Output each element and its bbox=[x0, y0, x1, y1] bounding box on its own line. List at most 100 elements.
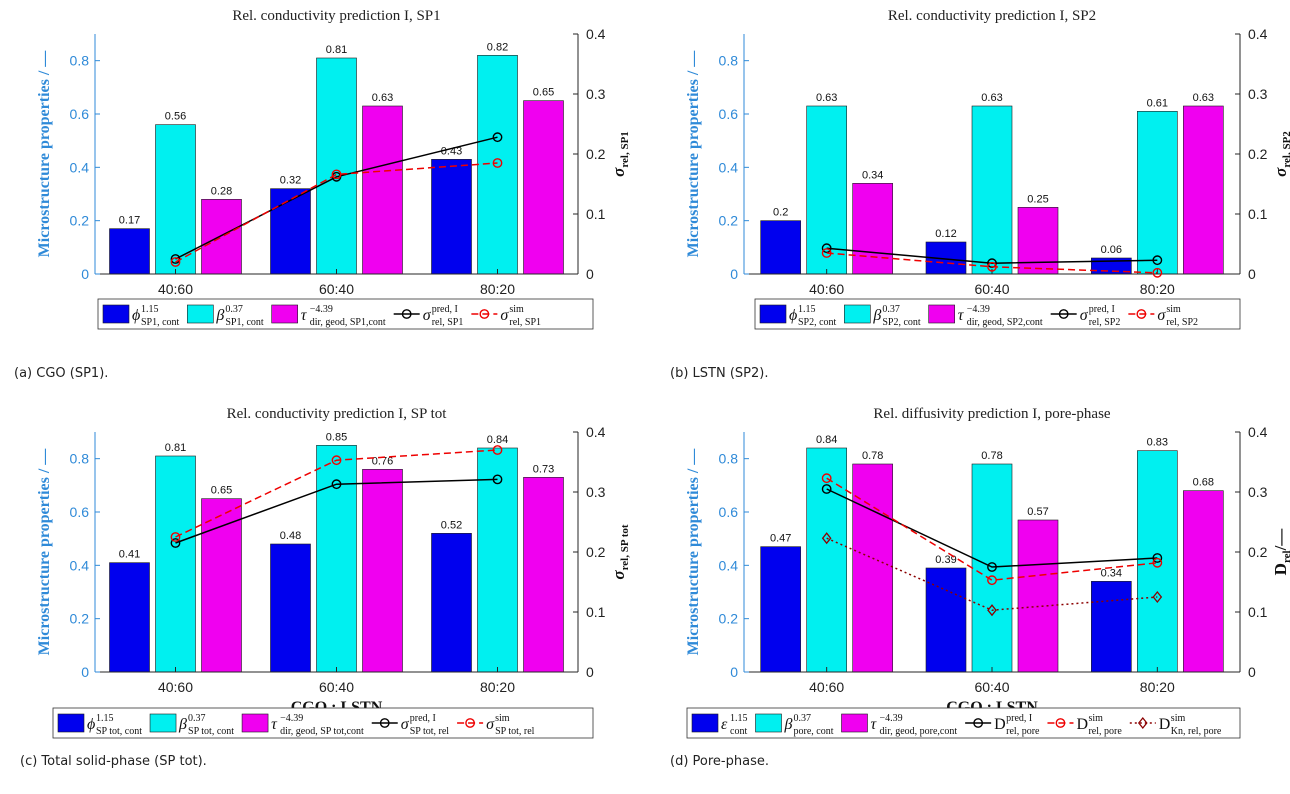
legend-symbol: τ bbox=[871, 716, 878, 733]
bar-data-label: 0.63 bbox=[1193, 92, 1214, 104]
bar-beta-40:60 bbox=[806, 105, 847, 275]
legend-marker-pred bbox=[401, 309, 412, 319]
series-line-sim bbox=[826, 252, 1158, 274]
right-tick-label: 0.4 bbox=[1248, 26, 1268, 42]
legend-superscript: sim bbox=[1171, 713, 1186, 724]
legend-symbol: σ bbox=[423, 307, 432, 324]
legend-symbol: σ bbox=[1157, 307, 1166, 324]
legend-superscript: −4.39 bbox=[280, 713, 303, 724]
legend-swatch-tau bbox=[928, 304, 955, 324]
bar-tau-80:20 bbox=[523, 100, 564, 275]
right-y-label-subscript: rel bbox=[1281, 550, 1290, 563]
bar-tau-60:40 bbox=[362, 105, 403, 275]
chart-title: Rel. conductivity prediction I, SP tot bbox=[227, 406, 448, 422]
bar-phi-40:60 bbox=[760, 546, 801, 673]
legend-subscript: dir, geod, SP1,cont bbox=[310, 317, 386, 328]
right-y-label-main: σ bbox=[609, 570, 628, 580]
legend-symbol: σ bbox=[401, 716, 410, 733]
bar-tau-60:40 bbox=[1017, 519, 1059, 673]
legend-entry-phi: ϕ1.15 SP1, cont bbox=[132, 304, 180, 328]
series-point-pred bbox=[492, 474, 503, 485]
legend-entry-pred: σpred, I rel, SP2 bbox=[1080, 304, 1121, 328]
series-point-sim bbox=[170, 257, 181, 267]
series-point-pred bbox=[492, 132, 503, 143]
chart-title: Rel. conductivity prediction I, SP1 bbox=[232, 8, 440, 24]
bar-data-label: 0.84 bbox=[816, 434, 837, 446]
chart-title: Rel. conductivity prediction I, SP2 bbox=[888, 8, 1096, 24]
legend-superscript: 0.37 bbox=[225, 304, 243, 315]
x-tick-label: 80:20 bbox=[1140, 679, 1175, 695]
x-tick-label: 60:40 bbox=[319, 679, 354, 695]
legend-superscript: sim bbox=[1088, 713, 1103, 724]
legend-entry-phi: ε 1.15 cont bbox=[721, 713, 748, 737]
legend-swatch-beta bbox=[149, 713, 177, 733]
series-point-pred bbox=[821, 243, 832, 254]
left-tick-label: 0.2 bbox=[70, 611, 90, 627]
legend-superscript: 0.37 bbox=[882, 304, 900, 315]
right-tick-label: 0 bbox=[586, 266, 594, 282]
bar-data-label: 0.63 bbox=[816, 92, 837, 104]
legend-symbol: ϕ bbox=[789, 307, 797, 324]
right-y-axis-label: Drel/— bbox=[1271, 528, 1290, 576]
bar-phi-40:60 bbox=[109, 228, 150, 275]
series-point-pred bbox=[1152, 553, 1163, 563]
legend-subscript: SP tot, cont bbox=[96, 726, 142, 737]
legend-superscript: pred, I bbox=[1089, 304, 1115, 315]
legend-subscript: dir, geod, pore,cont bbox=[880, 726, 958, 737]
right-y-label-subscript: rel, SP2 bbox=[1281, 131, 1290, 168]
legend-entry-beta: β0.37 SP1, cont bbox=[215, 304, 264, 328]
series-line-sim bbox=[175, 449, 498, 538]
bar-phi-40:60 bbox=[760, 220, 801, 275]
bar-phi-80:20 bbox=[431, 159, 472, 275]
legend-entry-kn: Dsim Kn, rel, pore bbox=[1159, 713, 1222, 737]
right-y-axis-label: σrel, SP2 bbox=[1271, 131, 1290, 177]
legend-subscript: pore, cont bbox=[794, 726, 834, 737]
left-tick-label: 0 bbox=[730, 266, 738, 282]
legend-swatch-phi bbox=[759, 304, 787, 324]
legend-superscript: sim bbox=[509, 304, 524, 315]
legend-superscript: pred, I bbox=[410, 713, 436, 724]
series-point-kn bbox=[821, 532, 832, 545]
right-tick-label: 0.4 bbox=[1248, 424, 1268, 440]
bar-tau-40:60 bbox=[852, 183, 893, 275]
chart-panel-1: Rel. conductivity prediction I, SP1 0.17 0… bbox=[36, 8, 631, 330]
legend-superscript: 0.37 bbox=[794, 713, 812, 724]
legend-entry-phi: ϕ1.15 SP tot, cont bbox=[87, 713, 142, 737]
series-point-sim bbox=[821, 473, 832, 484]
x-tick-label: 60:40 bbox=[974, 281, 1009, 297]
legend: ϕ1.15 SP tot, cont β0.37 SP tot, cont τ −4.39… bbox=[52, 707, 594, 739]
series-line-pred bbox=[826, 488, 1158, 568]
bar-data-label: 0.76 bbox=[372, 455, 393, 467]
legend-subscript: SP2, cont bbox=[882, 317, 921, 328]
legend-box bbox=[97, 298, 594, 330]
bar-data-label: 0.39 bbox=[935, 554, 956, 566]
legend-superscript: 1.15 bbox=[96, 713, 114, 724]
series-point-sim bbox=[170, 532, 181, 542]
bar-data-label: 0.34 bbox=[862, 169, 883, 181]
right-y-label-main: σ bbox=[609, 167, 628, 177]
legend-subscript: dir, geod, SP tot,cont bbox=[280, 726, 364, 737]
bar-data-label: 0.43 bbox=[441, 145, 462, 157]
legend-entry-tau: τ −4.39 dir, geod, SP2,cont bbox=[958, 304, 1043, 328]
right-tick-label: 0.3 bbox=[1248, 86, 1268, 102]
bar-data-label: 0.06 bbox=[1101, 244, 1122, 256]
legend-entry-pred: σpred, I rel, SP1 bbox=[423, 304, 464, 328]
right-tick-label: 0.1 bbox=[1248, 206, 1268, 222]
legend-subscript: SP tot, rel bbox=[495, 726, 535, 737]
legend-swatch-tau bbox=[241, 713, 269, 733]
bar-data-label: 0.81 bbox=[326, 44, 347, 56]
legend-superscript: 0.37 bbox=[188, 713, 206, 724]
legend-swatch-beta bbox=[844, 304, 871, 324]
legend-entry-tau: τ −4.39 dir, geod, SP tot,cont bbox=[271, 713, 364, 737]
legend-superscript: 1.15 bbox=[141, 304, 159, 315]
legend-entry-pred: σpred, I SP tot, rel bbox=[401, 713, 450, 737]
legend-symbol: β bbox=[784, 716, 793, 733]
legend-swatch-tau bbox=[841, 713, 868, 733]
legend-entry-tau: τ −4.39 dir, geod, SP1,cont bbox=[301, 304, 386, 328]
bar-tau-40:60 bbox=[201, 199, 242, 275]
bar-beta-40:60 bbox=[806, 447, 847, 673]
bar-data-label: 0.82 bbox=[487, 41, 508, 53]
left-tick-label: 0.4 bbox=[70, 557, 90, 573]
x-tick-label: 60:40 bbox=[974, 679, 1009, 695]
legend-superscript: pred, I bbox=[432, 304, 458, 315]
